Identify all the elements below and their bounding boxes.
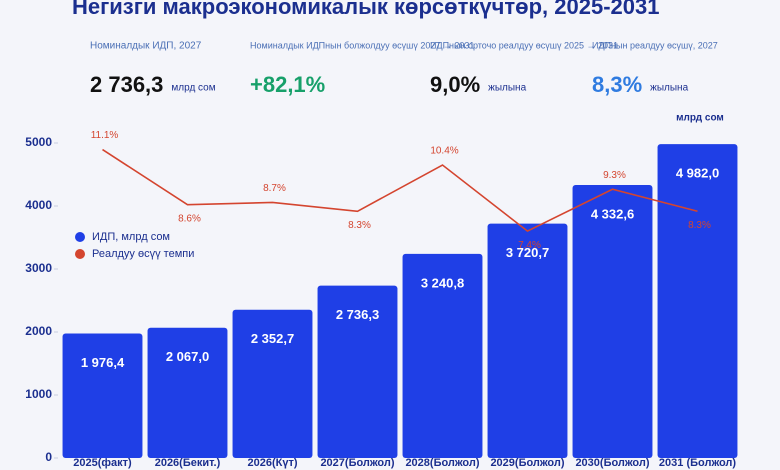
kpi-label: ИДПнын реалдуу өсүшү, 2027 xyxy=(592,40,718,50)
y-tick-label: 0 xyxy=(45,450,52,464)
legend-marker xyxy=(75,232,85,242)
bar xyxy=(62,333,143,458)
line-value-label: 8.7% xyxy=(263,183,286,194)
x-tick-label: 2031 (Болжол) xyxy=(659,457,736,469)
kpi-value: 9,0% xyxy=(430,72,480,97)
growth-line xyxy=(102,148,698,233)
bar xyxy=(402,253,483,458)
line-value-label: 10.4% xyxy=(430,146,458,157)
line-value-label: 7.4% xyxy=(518,240,541,251)
line-value-label: 8.6% xyxy=(178,213,201,224)
bar-value-label: 4 332,6 xyxy=(591,206,634,221)
y-tick-label: 1000 xyxy=(25,387,52,401)
bar xyxy=(147,327,228,458)
y-tick-label: 4000 xyxy=(25,198,52,212)
bar-value-label: 3 240,8 xyxy=(421,275,464,290)
kpi-unit: жылына xyxy=(488,83,526,94)
x-tick-label: 2025(факт) xyxy=(73,457,132,469)
bar xyxy=(232,309,313,458)
y-axis-unit: млрд сом xyxy=(676,113,724,124)
bar-value-label: 2 352,7 xyxy=(251,331,294,346)
bar xyxy=(317,285,398,458)
line-value-label: 11.1% xyxy=(91,130,119,141)
bar xyxy=(572,185,653,458)
kpi-label: Номиналдык ИДПнын болжолдуу өсүшү 2027 →… xyxy=(250,40,474,50)
bar-value-label: 3 720,7 xyxy=(506,245,549,260)
kpi-unit: жылына xyxy=(650,83,688,94)
kpi-label: ИДПнын орточо реалдуу өсүшү 2025 → 2031 xyxy=(430,40,618,50)
bar-value-label: 2 067,0 xyxy=(166,349,209,364)
y-tick-label: 3000 xyxy=(25,261,52,275)
bar-value-label: 4 982,0 xyxy=(676,166,719,181)
line-value-label: 8.3% xyxy=(688,220,711,231)
kpi-value: 2 736,3 xyxy=(90,72,163,97)
legend-marker xyxy=(75,249,85,259)
line-value-label: 9.3% xyxy=(603,170,626,181)
x-tick-label: 2026(Бекит.) xyxy=(155,457,221,469)
bar-value-label: 2 736,3 xyxy=(336,307,379,322)
y-tick-label: 5000 xyxy=(25,135,52,149)
title: Негизги макроэкономикалык көрсөткүчтөр, … xyxy=(72,0,659,19)
kpi-label: Номиналдык ИДП, 2027 xyxy=(90,41,202,52)
x-tick-label: 2030(Болжол) xyxy=(575,457,649,469)
x-tick-label: 2026(Күт) xyxy=(247,457,297,469)
line-value-label: 8.3% xyxy=(348,220,371,231)
kpi-unit: млрд сом xyxy=(171,83,215,94)
kpi-value: +82,1% xyxy=(250,72,325,97)
x-tick-label: 2029(Болжол) xyxy=(490,457,564,469)
legend-label: Реалдуу өсүү темпи xyxy=(92,248,194,260)
x-tick-label: 2028(Болжол) xyxy=(405,457,479,469)
legend-label: ИДП, млрд сом xyxy=(92,231,170,243)
x-tick-label: 2027(Болжол) xyxy=(320,457,394,469)
y-tick-label: 2000 xyxy=(25,324,52,338)
kpi-value: 8,3% xyxy=(592,72,642,97)
bar xyxy=(657,144,738,458)
bar-value-label: 1 976,4 xyxy=(81,355,125,370)
bar xyxy=(487,223,568,458)
